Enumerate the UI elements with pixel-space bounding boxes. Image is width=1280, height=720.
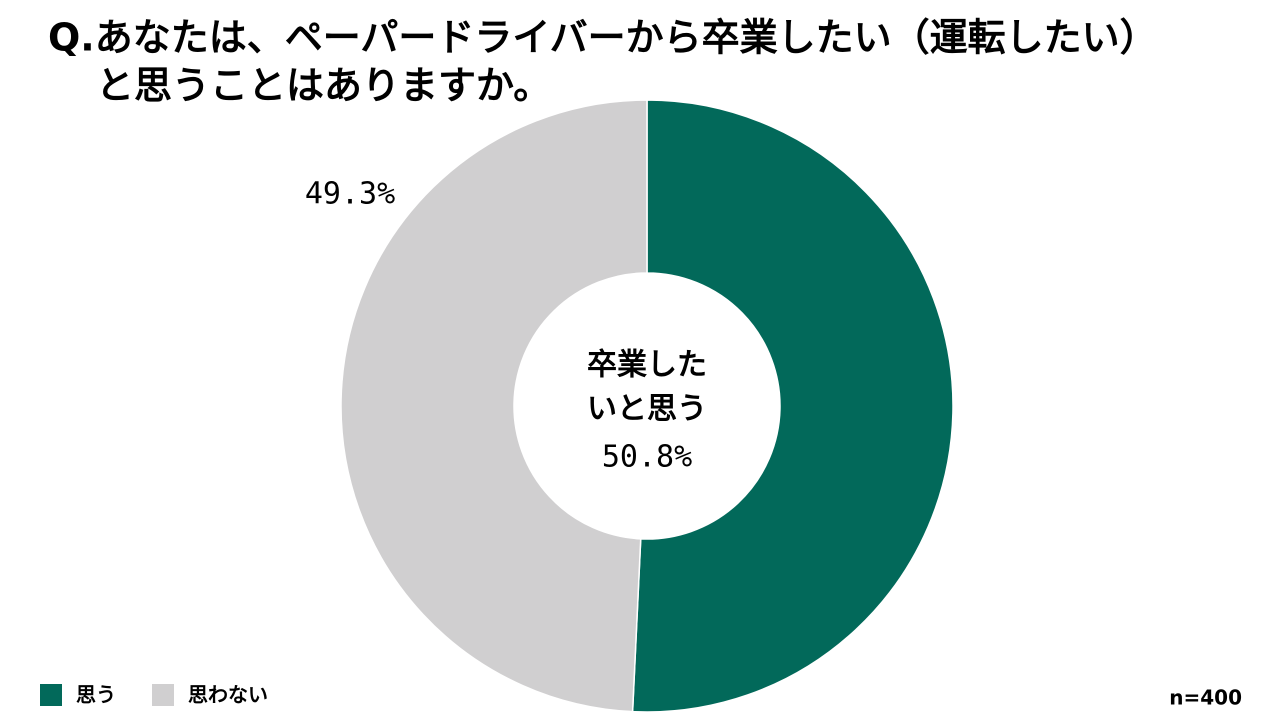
donut-slice (340, 99, 648, 713)
center-value-label: 50.8% (602, 440, 692, 475)
sample-note: n=400 (1169, 686, 1242, 710)
center-label: いと思う (587, 392, 707, 427)
legend-swatch (40, 684, 62, 706)
legend-label: 思わない (188, 683, 268, 707)
value-label: 49.3% (305, 177, 395, 212)
chart-title: と思うことはありますか。 (96, 64, 551, 108)
legend-label: 思う (76, 683, 116, 707)
chart-title: Q.あなたは、ペーパードライバーから卒業したい（運転したい） (48, 16, 1158, 60)
center-label: 卒業した (587, 348, 707, 383)
legend-swatch (152, 684, 174, 706)
donut-slice (631, 99, 954, 713)
